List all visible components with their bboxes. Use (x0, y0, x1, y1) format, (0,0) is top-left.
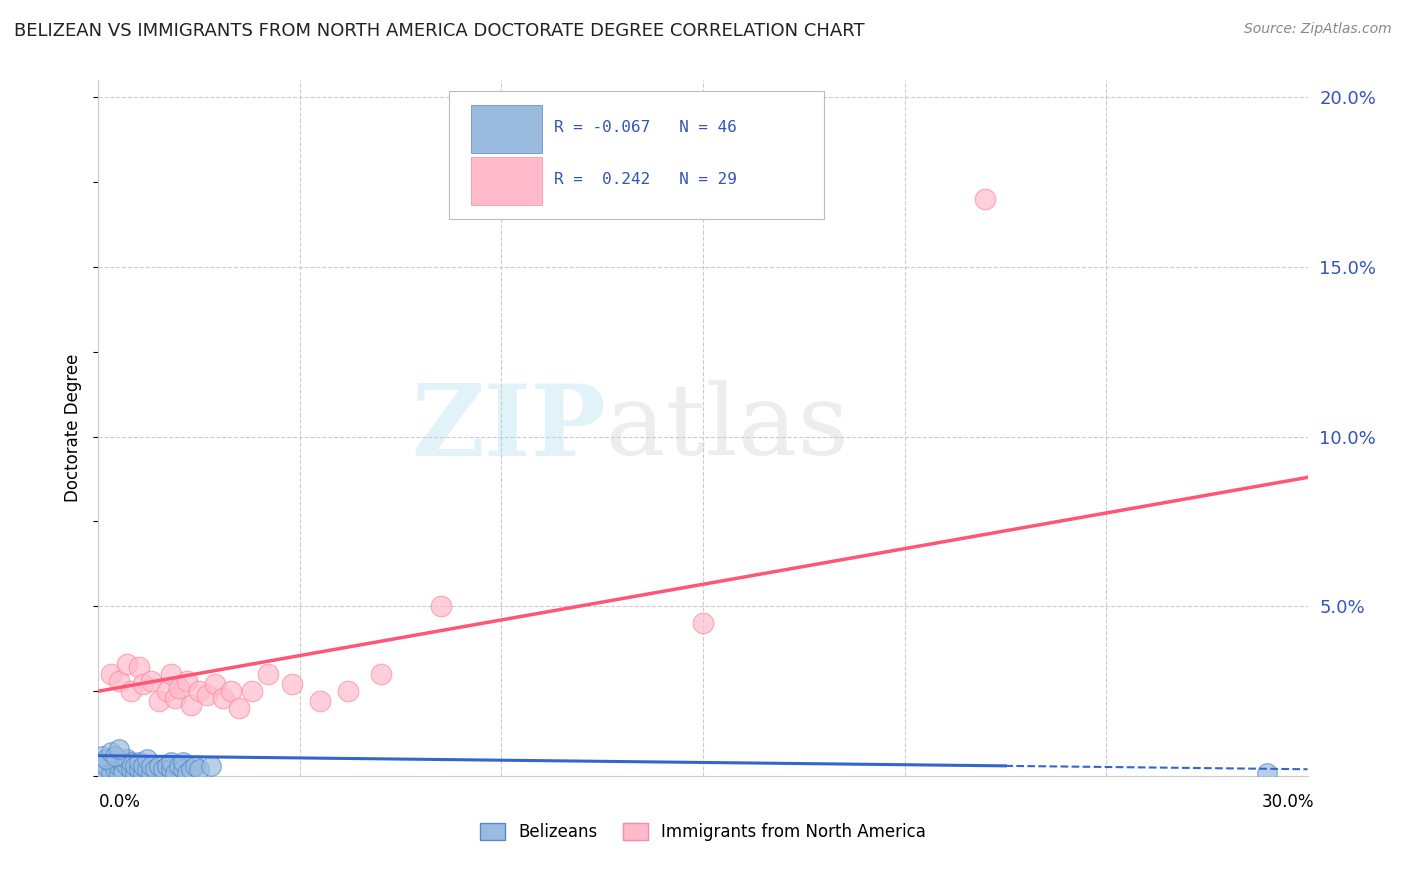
Point (100, 745, 122, 759)
Point (180, 762, 202, 776)
Point (132, 765, 155, 780)
FancyBboxPatch shape (449, 91, 824, 219)
FancyBboxPatch shape (471, 157, 543, 205)
Text: BELIZEAN VS IMMIGRANTS FROM NORTH AMERICA DOCTORATE DEGREE CORRELATION CHART: BELIZEAN VS IMMIGRANTS FROM NORTH AMERIC… (14, 22, 865, 40)
Point (309, 694, 332, 708)
Point (111, 762, 134, 776)
Point (167, 681, 190, 695)
Point (107, 673, 129, 688)
Point (96, 759, 118, 773)
Point (167, 759, 190, 773)
Point (128, 660, 150, 674)
Point (337, 684, 360, 698)
Point (107, 759, 129, 773)
Point (115, 752, 138, 766)
Point (160, 762, 183, 776)
Point (228, 701, 250, 715)
Text: 30.0%: 30.0% (1263, 793, 1315, 811)
Point (115, 657, 138, 671)
Point (115, 759, 138, 773)
Point (103, 762, 125, 776)
Point (132, 677, 155, 691)
Point (163, 765, 186, 780)
Point (200, 759, 222, 773)
Point (172, 756, 194, 770)
Point (111, 765, 134, 780)
Point (128, 756, 150, 770)
Text: atlas: atlas (606, 380, 849, 476)
Point (176, 765, 198, 780)
Point (139, 673, 162, 688)
Point (204, 677, 226, 691)
Point (139, 759, 162, 773)
Point (221, 684, 243, 698)
Point (160, 756, 183, 770)
Point (143, 762, 166, 776)
Point (120, 756, 142, 770)
Point (152, 762, 174, 776)
Point (974, 192, 997, 206)
Text: ZIP: ZIP (412, 380, 606, 476)
Point (370, 667, 392, 681)
Point (107, 765, 129, 780)
Point (156, 684, 179, 698)
FancyBboxPatch shape (471, 104, 543, 153)
Point (195, 688, 218, 702)
Point (96, 752, 118, 766)
Point (91, 762, 114, 776)
Text: R =  0.242   N = 29: R = 0.242 N = 29 (554, 172, 737, 187)
Point (132, 759, 155, 773)
Point (135, 752, 157, 766)
Point (430, 599, 453, 614)
Text: R = -0.067   N = 46: R = -0.067 N = 46 (554, 120, 737, 135)
Point (100, 756, 122, 770)
Point (240, 684, 263, 698)
Text: 0.0%: 0.0% (98, 793, 141, 811)
Point (188, 762, 211, 776)
Point (128, 762, 150, 776)
Point (180, 698, 202, 712)
Point (111, 756, 134, 770)
Point (139, 765, 162, 780)
Point (176, 673, 198, 688)
Point (148, 694, 170, 708)
Point (172, 762, 194, 776)
Point (160, 667, 183, 681)
Point (103, 748, 125, 763)
Point (107, 742, 129, 756)
Point (188, 684, 211, 698)
Point (1256, 765, 1278, 780)
Point (120, 762, 142, 776)
Point (692, 616, 714, 631)
Point (148, 759, 170, 773)
Point (256, 667, 278, 681)
Point (156, 759, 179, 773)
Point (120, 684, 142, 698)
Point (91, 748, 114, 763)
Text: Source: ZipAtlas.com: Source: ZipAtlas.com (1244, 22, 1392, 37)
Point (100, 765, 122, 780)
Point (135, 762, 157, 776)
Legend: Belizeans, Immigrants from North America: Belizeans, Immigrants from North America (474, 816, 932, 847)
Point (281, 677, 304, 691)
Point (124, 765, 146, 780)
Y-axis label: Doctorate Degree: Doctorate Degree (65, 354, 83, 502)
Point (184, 759, 207, 773)
Point (100, 667, 122, 681)
Point (163, 690, 186, 705)
Point (212, 690, 235, 705)
Point (103, 752, 125, 766)
Point (124, 759, 146, 773)
